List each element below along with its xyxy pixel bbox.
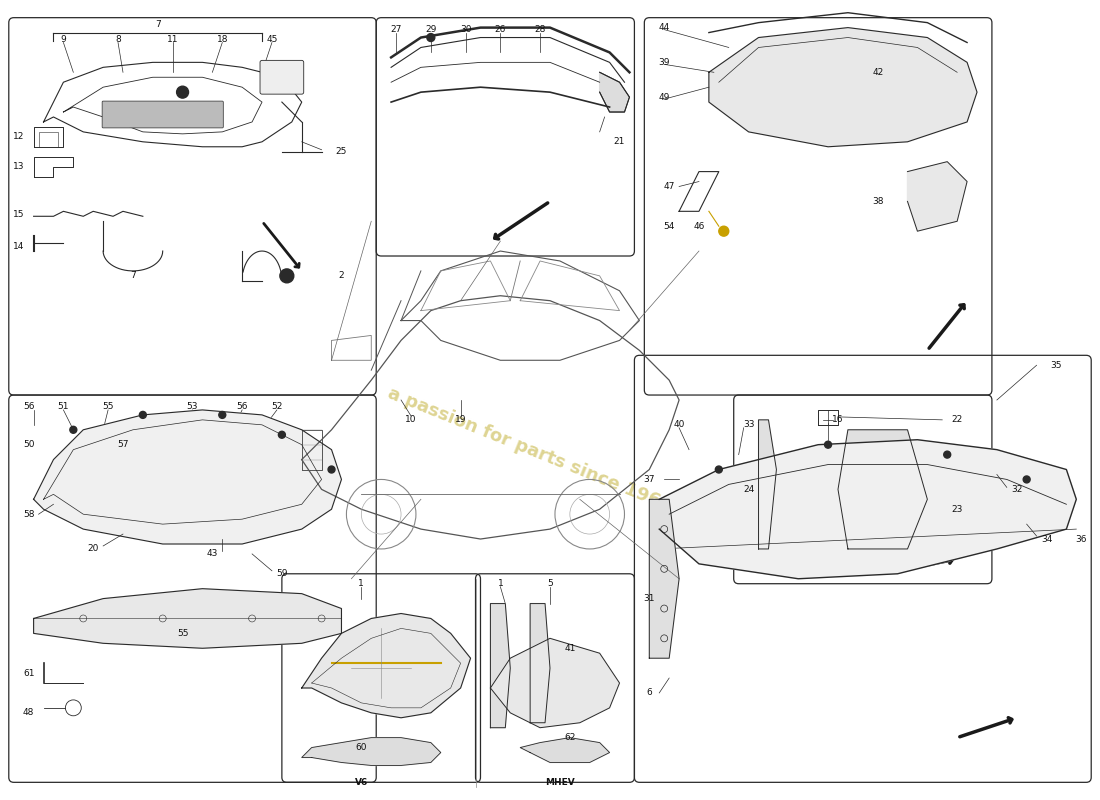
Text: 1: 1	[497, 579, 503, 588]
Text: 29: 29	[425, 25, 437, 34]
Text: 55: 55	[177, 629, 188, 638]
Circle shape	[944, 451, 950, 458]
Text: 5: 5	[547, 579, 553, 588]
Circle shape	[328, 466, 336, 473]
Text: 54: 54	[663, 222, 675, 230]
Text: 7: 7	[130, 271, 135, 280]
Text: 62: 62	[564, 733, 575, 742]
Text: 46: 46	[693, 222, 705, 230]
Text: 36: 36	[1076, 534, 1087, 543]
Text: a passion for parts since 1965: a passion for parts since 1965	[385, 384, 674, 515]
Text: 40: 40	[673, 420, 685, 430]
Text: 19: 19	[455, 415, 466, 424]
Text: 6: 6	[647, 689, 652, 698]
Polygon shape	[491, 603, 510, 728]
Circle shape	[219, 411, 225, 418]
Text: 48: 48	[23, 708, 34, 718]
Text: 9: 9	[60, 35, 66, 44]
Text: 11: 11	[167, 35, 178, 44]
Text: 60: 60	[355, 743, 367, 752]
Text: 32: 32	[1011, 485, 1022, 494]
Text: 34: 34	[1041, 534, 1053, 543]
Text: 31: 31	[644, 594, 656, 603]
Circle shape	[278, 431, 285, 438]
Text: 2: 2	[339, 271, 344, 280]
Circle shape	[140, 411, 146, 418]
Polygon shape	[600, 72, 629, 112]
Text: MHEV: MHEV	[546, 778, 575, 787]
Text: 12: 12	[13, 132, 24, 142]
Text: 57: 57	[118, 440, 129, 449]
Text: 21: 21	[614, 138, 625, 146]
Text: 35: 35	[1050, 361, 1063, 370]
Text: 23: 23	[952, 505, 962, 514]
Polygon shape	[491, 638, 619, 728]
Polygon shape	[759, 420, 777, 549]
Polygon shape	[34, 410, 341, 544]
Polygon shape	[708, 28, 977, 146]
Text: 42: 42	[872, 68, 883, 77]
Text: 30: 30	[460, 25, 471, 34]
Circle shape	[177, 86, 188, 98]
Text: 33: 33	[742, 420, 755, 430]
Text: 47: 47	[663, 182, 675, 191]
FancyBboxPatch shape	[102, 101, 223, 128]
Text: 14: 14	[13, 242, 24, 250]
Text: 18: 18	[217, 35, 228, 44]
FancyBboxPatch shape	[260, 60, 304, 94]
Text: 24: 24	[742, 485, 755, 494]
Text: 44: 44	[659, 23, 670, 32]
Text: 25: 25	[336, 147, 348, 156]
Text: 50: 50	[23, 440, 34, 449]
Text: 26: 26	[495, 25, 506, 34]
Circle shape	[1023, 476, 1030, 483]
Text: 7: 7	[155, 20, 161, 29]
Text: 61: 61	[23, 669, 34, 678]
Text: 38: 38	[872, 197, 883, 206]
Text: V6: V6	[354, 778, 367, 787]
Text: 41: 41	[564, 644, 575, 653]
Text: 49: 49	[659, 93, 670, 102]
Text: 58: 58	[23, 510, 34, 518]
Text: 53: 53	[187, 402, 198, 411]
Text: 28: 28	[535, 25, 546, 34]
Text: 16: 16	[833, 415, 844, 424]
Polygon shape	[838, 430, 927, 549]
Text: 45: 45	[266, 35, 277, 44]
Text: 20: 20	[88, 545, 99, 554]
Polygon shape	[908, 162, 967, 231]
Text: 39: 39	[659, 58, 670, 67]
Text: 55: 55	[102, 402, 113, 411]
Text: 56: 56	[23, 402, 34, 411]
Text: 10: 10	[405, 415, 417, 424]
Circle shape	[427, 34, 434, 42]
Text: 43: 43	[207, 550, 218, 558]
Circle shape	[70, 426, 77, 434]
Text: 22: 22	[952, 415, 962, 424]
Circle shape	[279, 269, 294, 283]
Text: 13: 13	[13, 162, 24, 171]
Polygon shape	[659, 440, 1076, 578]
Polygon shape	[34, 589, 341, 648]
Polygon shape	[301, 738, 441, 766]
Polygon shape	[301, 614, 471, 718]
Text: 15: 15	[13, 210, 24, 218]
Polygon shape	[520, 738, 609, 762]
Text: 1: 1	[359, 579, 364, 588]
Polygon shape	[649, 499, 679, 658]
Text: 52: 52	[272, 402, 283, 411]
Circle shape	[718, 226, 728, 236]
Circle shape	[825, 442, 832, 448]
Circle shape	[715, 466, 723, 473]
Text: 37: 37	[644, 475, 656, 484]
Text: 56: 56	[236, 402, 248, 411]
Text: 51: 51	[57, 402, 69, 411]
Text: 8: 8	[116, 35, 121, 44]
Text: 59: 59	[276, 570, 287, 578]
Polygon shape	[530, 603, 550, 722]
Text: 27: 27	[390, 25, 402, 34]
